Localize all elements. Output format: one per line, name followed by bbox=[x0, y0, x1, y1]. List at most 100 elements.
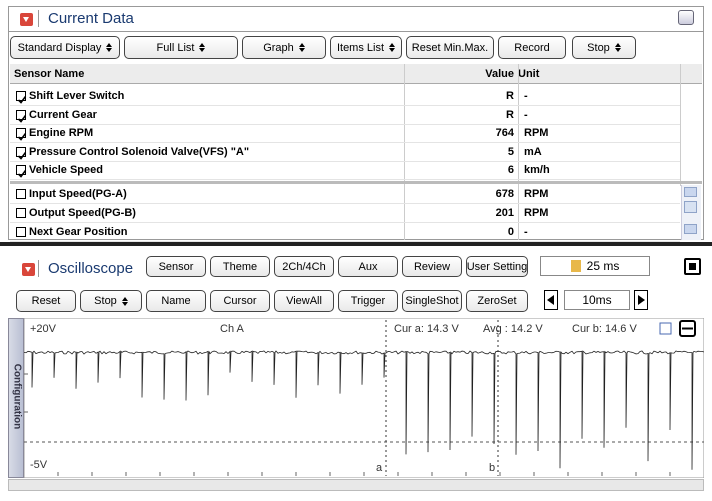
button[interactable]: Reset bbox=[16, 290, 76, 312]
sensor-unit: mA bbox=[524, 145, 542, 158]
checkbox[interactable] bbox=[16, 91, 27, 104]
button[interactable]: Stop bbox=[80, 290, 142, 312]
button[interactable]: Trigger bbox=[338, 290, 398, 312]
button[interactable]: Stop bbox=[572, 36, 636, 59]
scroll-up[interactable] bbox=[684, 187, 697, 197]
button-label: User Setting bbox=[466, 260, 528, 273]
button[interactable]: Standard Display bbox=[10, 36, 120, 59]
button-label: Record bbox=[514, 41, 550, 54]
row-line bbox=[10, 105, 680, 106]
button[interactable]: ZeroSet bbox=[466, 290, 528, 312]
button-label: Name bbox=[161, 295, 191, 307]
side-tab[interactable]: Configuration bbox=[8, 318, 24, 478]
scroll-thumb[interactable] bbox=[684, 201, 697, 213]
button[interactable]: Cursor bbox=[210, 290, 270, 312]
button-label: Standard Display bbox=[17, 41, 102, 54]
divider bbox=[9, 31, 703, 32]
button-label: Aux bbox=[358, 260, 378, 273]
cursor-a-label: a bbox=[376, 462, 383, 474]
channel-checkbox[interactable] bbox=[659, 322, 672, 335]
button[interactable]: ViewAll bbox=[274, 290, 334, 312]
button-label: Stop bbox=[587, 41, 610, 54]
checkbox[interactable] bbox=[16, 189, 26, 199]
sensor-name: Shift Lever Switch bbox=[29, 90, 125, 102]
row-line bbox=[10, 222, 680, 223]
sensor-value: 6 bbox=[507, 164, 514, 176]
side-tab-label: Configuration bbox=[11, 363, 23, 430]
button[interactable]: Sensor bbox=[146, 256, 206, 277]
sensor-value: 764 bbox=[495, 127, 514, 139]
button[interactable]: 2Ch/4Ch bbox=[274, 256, 334, 277]
scope-display: +20V -5V Ch A Cur a: 14.3 V Avg : 14.2 V Cur … bbox=[24, 318, 704, 478]
scope-background bbox=[24, 318, 704, 478]
button[interactable]: Name bbox=[146, 290, 206, 312]
check-mark bbox=[17, 114, 27, 123]
horizontal-scrollbar[interactable] bbox=[8, 479, 704, 491]
button[interactable]: Items List bbox=[330, 36, 402, 59]
prev-button[interactable] bbox=[544, 290, 558, 310]
cursor-b-label: b bbox=[489, 462, 495, 474]
maximize-button[interactable] bbox=[678, 10, 694, 25]
button[interactable]: User Setting bbox=[466, 256, 528, 277]
stop-icon[interactable] bbox=[684, 258, 701, 275]
table-header bbox=[10, 64, 702, 84]
dropdown-arrow bbox=[199, 43, 206, 52]
button[interactable]: Review bbox=[402, 256, 462, 277]
sensor-name: Engine RPM bbox=[29, 127, 94, 139]
button-label: Cursor bbox=[223, 295, 257, 307]
button-label: Trigger bbox=[350, 295, 386, 307]
button-label: Reset bbox=[31, 295, 61, 307]
checkbox[interactable] bbox=[16, 128, 27, 141]
button-label: Theme bbox=[222, 260, 258, 273]
sensor-value: 201 bbox=[495, 207, 514, 219]
time-per-div: 25 ms bbox=[586, 259, 620, 273]
sensor-value: 678 bbox=[495, 188, 514, 200]
sensor-name: Next Gear Position bbox=[29, 226, 128, 238]
checkbox[interactable] bbox=[16, 146, 27, 160]
sensor-unit: - bbox=[524, 226, 528, 238]
cursor-b-reading: Cur b: 14.6 V bbox=[572, 323, 637, 335]
collapse-icon[interactable] bbox=[20, 13, 33, 26]
check-mark bbox=[17, 96, 27, 104]
splitter bbox=[0, 242, 712, 246]
button[interactable]: Full List bbox=[124, 36, 238, 59]
row-line bbox=[10, 160, 680, 162]
sensor-unit: - bbox=[524, 90, 528, 102]
button[interactable]: Theme bbox=[210, 256, 270, 277]
dropdown-arrow bbox=[298, 43, 305, 52]
button-label: Items List bbox=[336, 41, 385, 54]
dropdown-arrow bbox=[121, 296, 128, 306]
collapse-icon[interactable] bbox=[22, 263, 35, 276]
check-mark bbox=[17, 151, 27, 160]
y-min-label: -5V bbox=[30, 459, 48, 471]
sensor-name: Pressure Control Solenoid Valve(VFS) "A" bbox=[29, 145, 250, 158]
button[interactable]: Reset Min.Max. bbox=[406, 36, 494, 59]
sensor-value: R bbox=[506, 108, 514, 121]
checkbox[interactable] bbox=[16, 165, 27, 178]
button[interactable]: Graph bbox=[242, 36, 326, 59]
row-line bbox=[10, 123, 680, 125]
next-button[interactable] bbox=[634, 290, 648, 310]
button[interactable]: SingleShot bbox=[402, 290, 462, 312]
row-line bbox=[10, 179, 680, 180]
sensor-name: Vehicle Speed bbox=[29, 164, 103, 176]
button[interactable]: Record bbox=[498, 36, 566, 59]
checkbox[interactable] bbox=[16, 208, 26, 218]
button[interactable]: Aux bbox=[338, 256, 398, 277]
button-label: Review bbox=[413, 260, 451, 273]
button-label: 2Ch/4Ch bbox=[282, 260, 326, 273]
dropdown-arrow bbox=[614, 43, 621, 52]
column-header: Unit bbox=[518, 68, 540, 80]
group-divider bbox=[10, 181, 702, 184]
dropdown-arrow bbox=[106, 43, 113, 52]
average-reading: Avg : 14.2 V bbox=[483, 323, 543, 335]
sensor-name: Current Gear bbox=[29, 108, 97, 121]
scroll-down[interactable] bbox=[684, 224, 697, 234]
column-divider bbox=[518, 64, 519, 240]
checkbox[interactable] bbox=[16, 227, 26, 237]
button-label: ZeroSet bbox=[477, 295, 517, 307]
checkbox[interactable] bbox=[16, 109, 27, 123]
timebase: 10ms bbox=[564, 290, 630, 310]
waveform bbox=[24, 350, 704, 470]
